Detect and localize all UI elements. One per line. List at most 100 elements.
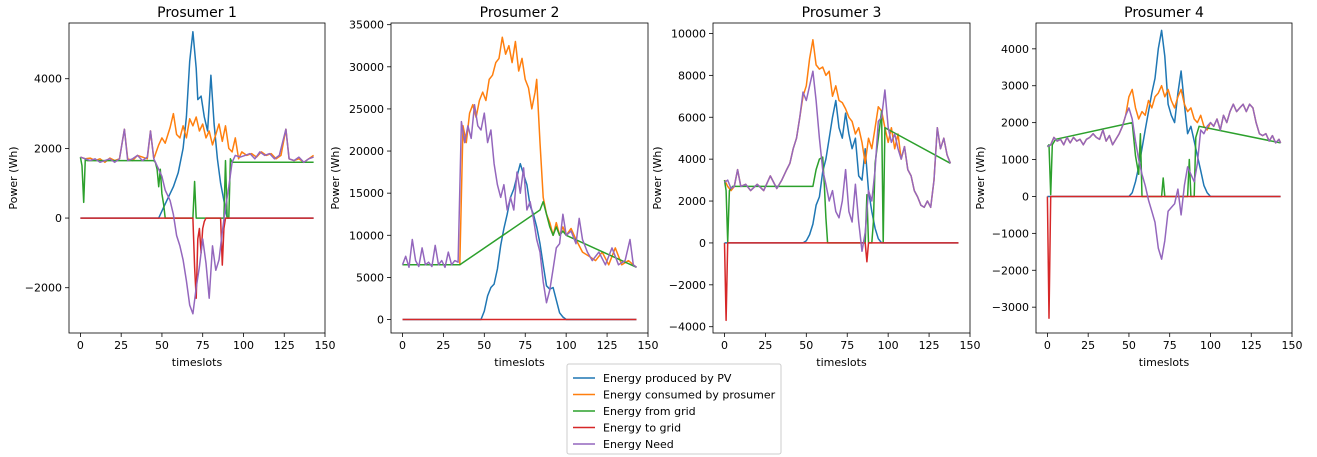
series-line-energy-produced-by-pv (1047, 29, 1281, 198)
subplot-title: Prosumer 4 (1124, 5, 1204, 21)
legend-entry: Energy produced by PV (573, 372, 732, 385)
y-tick-label: 10000 (349, 229, 384, 242)
legend-entries: Energy produced by PV Energy consumed by … (573, 372, 776, 451)
y-axis-label: Power (Wh) (974, 146, 987, 209)
subplot-1: Prosumer 1 0 25 50 75 100 125 150 −2000 0 2000 4000… (7, 5, 336, 369)
y-tick-label: 2000 (678, 195, 706, 208)
subplot-3: Prosumer 3 0 25 50 75 100 125 150 −4000 −2000 0 200… (651, 5, 981, 369)
x-tick-label: 25 (1081, 339, 1095, 352)
series-line-energy-to-grid (80, 217, 314, 299)
x-tick-label: 75 (840, 339, 854, 352)
y-tick-label: 15000 (349, 187, 384, 200)
x-tick-label: 75 (196, 339, 210, 352)
series-line-energy-need (80, 128, 314, 315)
series-line-energy-produced-by-pv (724, 99, 959, 244)
y-tick-label: −1000 (992, 227, 1029, 240)
y-tick-label: 4000 (1001, 43, 1029, 56)
legend-entry: Energy consumed by prosumer (573, 389, 776, 402)
axes-frame (390, 22, 649, 334)
axes-frame (68, 22, 326, 334)
y-tick-label: 0 (699, 237, 706, 250)
y-tick-label: 10000 (671, 27, 706, 40)
subplot-title: Prosumer 1 (157, 5, 237, 21)
series-line-energy-to-grid (723, 242, 959, 322)
y-tick-label: 8000 (678, 69, 706, 82)
y-tick-label: 0 (55, 212, 62, 225)
x-tick-label: 0 (77, 339, 84, 352)
y-tick-label: 25000 (349, 103, 384, 116)
series-line-energy-from-grid (1046, 121, 1281, 198)
series-line-energy-from-grid (723, 110, 951, 244)
y-tick-label: 30000 (349, 61, 384, 74)
x-axis-label: timeslots (494, 356, 545, 369)
subplot-grid: Prosumer 1 0 25 50 75 100 125 150 −2000 0 2000 4000… (7, 5, 1303, 369)
series-group (79, 30, 315, 315)
legend-entry: Energy Need (573, 438, 674, 451)
x-axis-label: timeslots (816, 356, 867, 369)
series-line-energy-need (724, 70, 952, 253)
x-tick-label: 50 (477, 339, 491, 352)
x-tick-label: 150 (960, 339, 981, 352)
legend-label: Energy consumed by prosumer (603, 389, 776, 402)
series-line-energy-consumed-by-prosumer (402, 36, 637, 268)
subplot-4: Prosumer 4 0 25 50 75 100 125 150 −3000 −2000 −100… (974, 5, 1303, 369)
y-tick-label: 4000 (678, 153, 706, 166)
x-tick-label: 100 (878, 339, 899, 352)
y-tick-label: 3000 (1001, 80, 1029, 93)
y-tick-label: 20000 (349, 145, 384, 158)
y-tick-label: 2000 (34, 142, 62, 155)
x-tick-label: 75 (518, 339, 532, 352)
legend-label: Energy produced by PV (603, 372, 732, 385)
y-tick-label: −2000 (669, 279, 706, 292)
series-line-energy-need (1047, 103, 1282, 260)
y-tick-label: 0 (1022, 190, 1029, 203)
series-line-energy-consumed-by-prosumer (723, 39, 952, 209)
subplot-title: Prosumer 2 (480, 5, 560, 21)
x-tick-label: 0 (721, 339, 728, 352)
legend-label: Energy from grid (603, 405, 696, 418)
x-tick-label: 125 (274, 339, 295, 352)
x-axis-label: timeslots (1139, 356, 1190, 369)
y-tick-label: −3000 (992, 301, 1029, 314)
x-tick-label: 50 (799, 339, 813, 352)
x-tick-label: 75 (1163, 339, 1177, 352)
y-tick-label: −2000 (25, 282, 62, 295)
series-group (401, 36, 637, 321)
legend-label: Energy to grid (603, 422, 681, 435)
series-line-energy-need (401, 103, 637, 304)
legend-entry: Energy from grid (573, 405, 696, 418)
series-line-energy-produced-by-pv (80, 30, 314, 219)
y-tick-label: 4000 (34, 73, 62, 86)
subplot-title: Prosumer 3 (802, 5, 882, 21)
subplot-2: Prosumer 2 0 25 50 75 100 125 150 0 5000 10000 1500… (329, 5, 659, 369)
series-line-energy-from-grid (402, 200, 637, 268)
legend-frame (566, 363, 782, 455)
axes-frame (712, 22, 971, 334)
y-tick-label: 5000 (356, 271, 384, 284)
x-tick-label: 100 (556, 339, 577, 352)
x-tick-label: 150 (315, 339, 336, 352)
x-tick-label: 150 (638, 339, 659, 352)
series-line-energy-from-grid (79, 156, 314, 219)
y-tick-label: −2000 (992, 264, 1029, 277)
x-tick-label: 0 (1044, 339, 1051, 352)
legend: Energy produced by PV Energy consumed by … (566, 363, 782, 455)
y-tick-label: 0 (377, 314, 384, 327)
series-group (723, 39, 959, 322)
y-tick-label: 35000 (349, 19, 384, 32)
y-tick-label: 6000 (678, 111, 706, 124)
y-axis-label: Power (Wh) (7, 146, 20, 209)
x-tick-label: 125 (597, 339, 618, 352)
x-tick-label: 25 (114, 339, 128, 352)
x-tick-label: 50 (1122, 339, 1136, 352)
x-tick-label: 100 (1200, 339, 1221, 352)
y-tick-label: 2000 (1001, 117, 1029, 130)
series-line-energy-consumed-by-prosumer (1047, 84, 1282, 148)
x-tick-label: 100 (233, 339, 254, 352)
y-tick-label: 1000 (1001, 154, 1029, 167)
axes-frame (1035, 22, 1293, 334)
legend-label: Energy Need (603, 438, 674, 451)
y-axis-label: Power (Wh) (329, 146, 342, 209)
x-tick-label: 125 (919, 339, 940, 352)
